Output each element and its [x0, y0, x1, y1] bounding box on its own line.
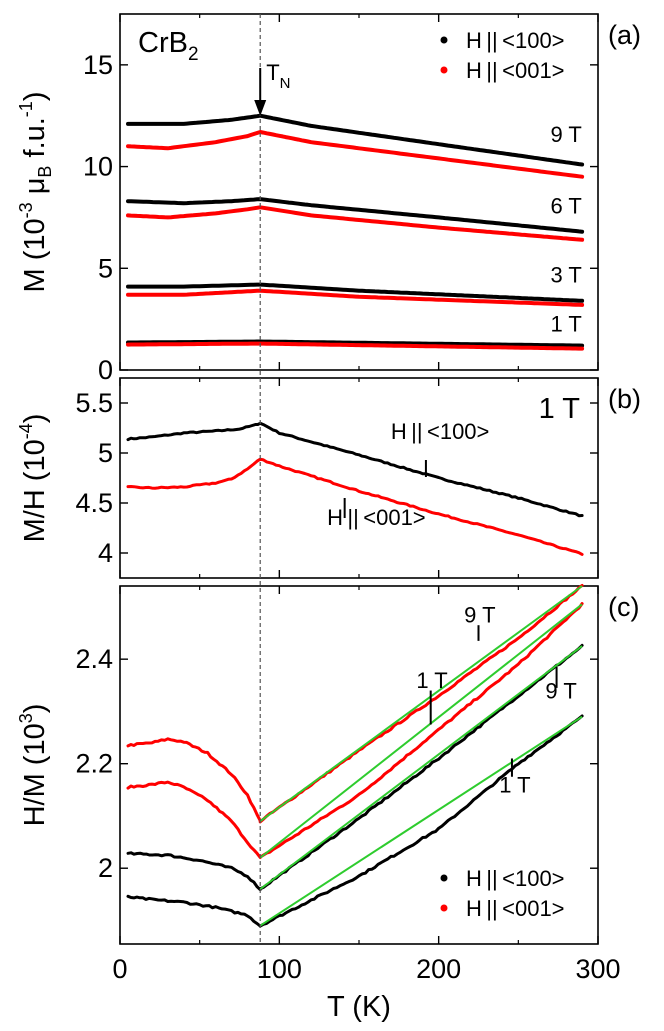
series-a-h100-9T-0 [126, 113, 585, 167]
panel-b-field-label: 1 T [539, 393, 581, 425]
y-tick-label: 5.5 [75, 388, 113, 418]
y-tick-label: 2 [98, 853, 113, 883]
panel-b-label: (b) [608, 384, 641, 414]
annotation-label: H || <001> [327, 505, 426, 530]
series-a-h001-1T-7 [126, 341, 585, 351]
y-tick-label: 2.4 [75, 644, 113, 674]
annotation-label: 1 T [499, 772, 530, 797]
series-a-h001-3T-5 [126, 288, 585, 307]
series-c-h001-1T-3 [258, 602, 584, 859]
y-tick-label: 5 [98, 253, 113, 283]
y-tick-label: 15 [83, 50, 113, 80]
x-tick-label: 0 [112, 954, 127, 984]
field-label: 9 T [550, 122, 581, 147]
linear-fit-line [259, 645, 583, 890]
legend-entry-1: H || <001> [466, 896, 565, 921]
field-label: 1 T [550, 311, 581, 336]
series-a-h001-6T-3 [126, 205, 585, 242]
transition-label: TN [266, 60, 290, 92]
field-label: 6 T [550, 193, 581, 218]
series-c-h100-1T-6 [126, 894, 262, 928]
annotation-label: 1 T [416, 668, 447, 693]
series-c-h001-9T-0 [126, 737, 262, 823]
panel-c-label: (c) [608, 592, 639, 622]
legend-marker-1 [440, 66, 448, 74]
series-a-h100-3T-4 [126, 282, 585, 303]
transition-arrow-head [254, 100, 267, 116]
series-a-h001-9T-1 [126, 130, 585, 179]
panel-c-y-axis-label: H/M (103) [16, 704, 51, 827]
linear-fit-line [259, 715, 583, 927]
annotation-label: H || <100> [391, 419, 490, 444]
annotation-label: 9 T [464, 603, 495, 628]
legend-entry-0: H || <100> [466, 866, 565, 891]
panel-a-label: (a) [608, 20, 641, 50]
legend-entry-0: H || <100> [466, 28, 565, 53]
legend-entry-1: H || <001> [466, 58, 565, 83]
series-c-h100-1T-7 [258, 714, 584, 928]
panel-a-magnetization: 0 5 10 15 (a) M (10-3 μB f.u.-1) 9 T 6 T 3 T 1 T C… [16, 13, 641, 385]
x-tick-label: 100 [257, 954, 302, 984]
panel-c-inverse-susceptibility: 2 2.2 2.4 (c) H/M (103) 9 T 1 T 9 T 1 T H || <100… [16, 583, 639, 945]
legend-marker-0 [440, 36, 448, 44]
x-tick-label: 200 [416, 954, 461, 984]
panel-b-susceptibility: 4 4.5 5 5.5 (b) M/H (10-4) H || <100> H || <001… [16, 377, 641, 579]
sample-name: CrB2 [138, 27, 199, 65]
annotation-label: 9 T [545, 678, 576, 703]
x-tick-label: 300 [575, 954, 620, 984]
y-tick-label: 10 [83, 152, 113, 182]
shared-axis-elements: TN 0 100 200 300 T (K) [112, 14, 621, 1023]
series-c-h100-9T-5 [258, 643, 584, 891]
y-tick-label: 0 [98, 355, 113, 385]
series-b-h001-1 [126, 457, 584, 556]
panel-b-frame [119, 377, 599, 579]
y-tick-label: 4.5 [75, 488, 113, 518]
y-tick-label: 4 [98, 538, 113, 568]
legend-marker-1 [440, 904, 448, 912]
series-c-h100-9T-4 [126, 851, 262, 892]
y-tick-label: 5 [98, 438, 113, 468]
panel-b-y-axis-label: M/H (10-4) [16, 414, 51, 543]
series-a-h100-6T-2 [126, 197, 585, 234]
linear-fit-line [259, 585, 583, 822]
field-label: 3 T [550, 263, 581, 288]
y-tick-label: 2.2 [75, 749, 113, 779]
x-axis-label: T (K) [327, 991, 391, 1023]
series-b-h100-0 [126, 421, 584, 518]
series-c-h001-1T-2 [126, 780, 262, 859]
linear-fit-line [259, 603, 583, 859]
panel-a-y-axis-label: M (10-3 μB f.u.-1) [16, 92, 55, 293]
legend-marker-0 [440, 874, 448, 882]
